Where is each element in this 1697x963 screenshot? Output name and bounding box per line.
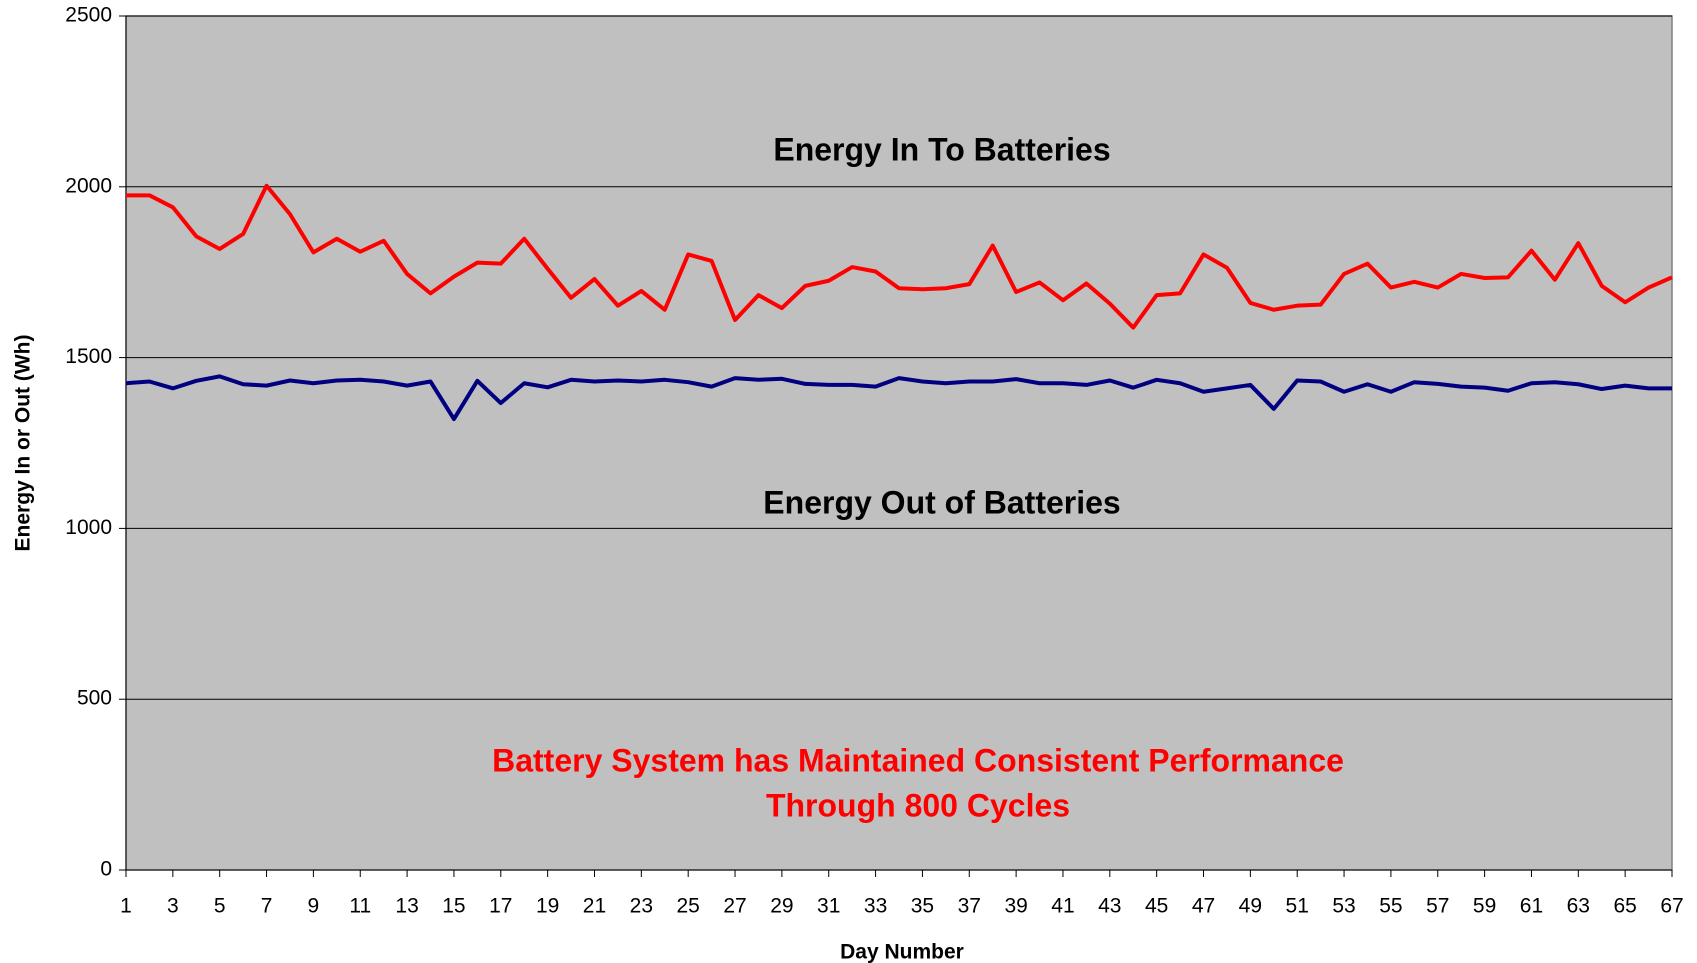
x-tick-label: 41 <box>1051 895 1074 918</box>
x-axis-label: Day Number <box>840 941 964 963</box>
x-tick-label: 65 <box>1613 895 1636 918</box>
x-tick-label: 55 <box>1379 895 1402 918</box>
x-tick-label: 5 <box>214 895 226 918</box>
x-tick-label: 7 <box>261 895 273 918</box>
x-tick-label: 11 <box>349 895 371 918</box>
y-axis-label: Energy In or Out (Wh) <box>12 335 35 552</box>
annotation: Through 800 Cycles <box>766 787 1070 823</box>
y-tick-label: 2500 <box>65 4 112 27</box>
x-tick-label: 3 <box>167 895 179 918</box>
x-tick-label: 53 <box>1332 895 1355 918</box>
x-tick-label: 45 <box>1145 895 1168 918</box>
x-tick-label: 33 <box>864 895 887 918</box>
x-tick-label: 13 <box>395 895 418 918</box>
x-tick-label: 43 <box>1098 895 1121 918</box>
x-tick-label: 19 <box>536 895 559 918</box>
x-tick-label: 63 <box>1567 895 1590 918</box>
x-tick-label: 27 <box>723 895 746 918</box>
x-tick-label: 35 <box>911 895 934 918</box>
x-tick-label: 61 <box>1520 895 1543 918</box>
x-tick-label: 49 <box>1239 895 1262 918</box>
data-line <box>125 374 1672 422</box>
x-tick-label: 59 <box>1473 895 1496 918</box>
data-line <box>126 183 1673 330</box>
x-tick-label: 29 <box>770 895 793 918</box>
x-tick-label: 23 <box>630 895 653 918</box>
x-tick-label: 31 <box>817 895 840 918</box>
y-tick-label: 1500 <box>65 345 112 368</box>
x-tick-label: 51 <box>1286 895 1309 918</box>
x-tick-label: 21 <box>583 895 606 918</box>
y-tick-label: 500 <box>77 687 112 710</box>
y-tick-label: 2000 <box>65 174 112 197</box>
annotation: Energy In To Batteries <box>773 131 1110 167</box>
annotation: Energy Out of Batteries <box>763 484 1120 520</box>
x-tick-label: 1 <box>120 895 132 918</box>
y-tick-label: 0 <box>100 858 112 881</box>
x-tick-label: 37 <box>958 895 981 918</box>
x-tick-label: 39 <box>1004 895 1027 918</box>
annotation: Battery System has Maintained Consistent… <box>492 742 1344 778</box>
x-tick-label: 57 <box>1426 895 1449 918</box>
x-tick-label: 47 <box>1192 895 1215 918</box>
x-tick-label: 67 <box>1660 895 1683 918</box>
x-tick-label: 9 <box>308 895 320 918</box>
x-tick-label: 15 <box>442 895 465 918</box>
x-tick-label: 25 <box>677 895 700 918</box>
x-tick-label: 17 <box>489 895 512 918</box>
y-tick-label: 1000 <box>65 516 112 539</box>
plot-area <box>125 15 1673 871</box>
